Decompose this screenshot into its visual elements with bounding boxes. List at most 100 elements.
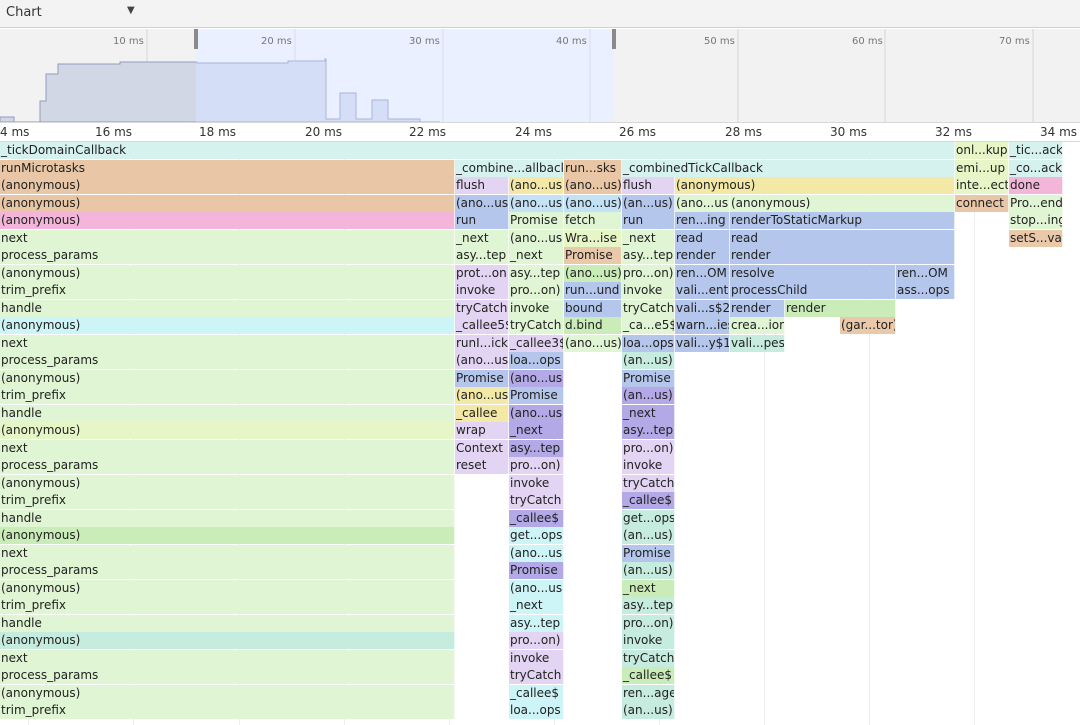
flame-bar[interactable]: pro...on): [509, 282, 564, 299]
flame-bar[interactable]: (an...us): [622, 527, 675, 544]
flame-bar[interactable]: resolve: [730, 264, 896, 282]
flame-bar[interactable]: (ano...us): [509, 544, 564, 562]
flame-bar[interactable]: process_params: [0, 352, 455, 369]
flame-bar[interactable]: asy...tep: [509, 264, 564, 282]
flame-bar[interactable]: (ano...us): [564, 177, 622, 194]
flame-bar[interactable]: loa...ops: [509, 702, 564, 719]
flame-bar[interactable]: (anonymous): [0, 579, 455, 597]
flame-bar[interactable]: _callee: [455, 404, 509, 422]
flame-bar[interactable]: pro...on): [622, 614, 675, 632]
flame-bar[interactable]: tryCatch: [509, 492, 564, 509]
flame-bar[interactable]: (an...us): [622, 387, 675, 404]
flame-bar[interactable]: _co...ack: [1009, 159, 1063, 177]
flame-bar[interactable]: setS...val: [1009, 229, 1063, 247]
flame-bar[interactable]: Promise: [564, 247, 622, 264]
flame-bar[interactable]: _ca...e5$: [622, 317, 675, 334]
flame-bar[interactable]: d.bind: [564, 317, 622, 334]
flame-bar[interactable]: Promise: [455, 369, 509, 387]
flame-bar[interactable]: Wra...ise: [564, 229, 622, 247]
flame-bar[interactable]: Promise: [622, 369, 675, 387]
flame-bar[interactable]: (anonymous): [675, 177, 955, 194]
flame-bar[interactable]: loa...ops: [622, 334, 675, 352]
flame-bar[interactable]: (ano...us): [564, 194, 622, 212]
flame-bar[interactable]: _combinedTickCallback: [622, 159, 955, 177]
flame-bar[interactable]: (ano...us): [455, 194, 509, 212]
flame-bar[interactable]: asy...tep: [622, 247, 675, 264]
flame-bar[interactable]: Context: [455, 439, 509, 457]
flame-bar[interactable]: ren...OM: [896, 264, 955, 282]
flame-bar[interactable]: asy...tep: [622, 597, 675, 614]
flame-bar[interactable]: _callee$: [509, 684, 564, 702]
flame-bar[interactable]: (anonymous): [0, 684, 455, 702]
flame-bar[interactable]: _next: [622, 229, 675, 247]
flame-bar[interactable]: process_params: [0, 562, 455, 579]
flame-bar[interactable]: (ano...us): [509, 177, 564, 194]
flame-bar[interactable]: bound: [564, 299, 622, 317]
flame-bar[interactable]: _callee$: [509, 509, 564, 527]
flame-chart[interactable]: _tickDomainCallback onl...kup _tic...ack ru…: [0, 142, 1080, 725]
flame-bar[interactable]: process_params: [0, 247, 455, 264]
flame-bar[interactable]: (anonymous): [0, 527, 455, 544]
flame-bar[interactable]: vali...ent: [675, 282, 730, 299]
flame-bar[interactable]: emi...up: [955, 159, 1009, 177]
flame-bar[interactable]: read: [730, 229, 955, 247]
flame-bar[interactable]: pro...on): [509, 457, 564, 474]
flame-bar[interactable]: (ano...us): [509, 579, 564, 597]
flame-bar[interactable]: processChild: [730, 282, 896, 299]
flame-bar[interactable]: wrap: [455, 422, 509, 439]
flame-bar[interactable]: vali...s$2: [675, 299, 730, 317]
flame-bar[interactable]: _callee5$: [455, 317, 509, 334]
flame-bar[interactable]: tryCatch: [622, 299, 675, 317]
flame-bar[interactable]: connect: [955, 194, 1009, 212]
flame-bar[interactable]: _callee$: [622, 492, 675, 509]
flame-bar[interactable]: (anonymous): [0, 194, 455, 212]
flame-bar[interactable]: (ano...us): [564, 334, 622, 352]
flame-bar[interactable]: pro...on): [509, 632, 564, 649]
flame-bar[interactable]: (anonymous): [0, 422, 455, 439]
flame-bar[interactable]: (ano...us): [455, 387, 509, 404]
flame-bar[interactable]: _combine...allback: [455, 159, 564, 177]
flame-bar[interactable]: trim_prefix: [0, 492, 455, 509]
flame-bar[interactable]: Promise: [622, 544, 675, 562]
flame-bar[interactable]: tryCatch: [455, 299, 509, 317]
flame-bar[interactable]: next: [0, 649, 455, 667]
flame-bar[interactable]: stop...ing: [1009, 212, 1063, 229]
flame-bar[interactable]: (anonymous): [730, 194, 955, 212]
flame-bar[interactable]: trim_prefix: [0, 387, 455, 404]
flame-bar[interactable]: (ano...us): [455, 352, 509, 369]
flame-bar[interactable]: Pro...end: [1009, 194, 1063, 212]
flame-bar[interactable]: render: [675, 247, 730, 264]
selection-right-handle[interactable]: [612, 29, 616, 49]
timeline-overview[interactable]: 10 ms 20 ms 30 ms 40 ms 50 ms 60 ms 70 m…: [0, 29, 1080, 122]
flame-bar[interactable]: onl...kup: [955, 142, 1009, 159]
flame-bar[interactable]: tryCatch: [622, 474, 675, 492]
flame-bar[interactable]: _next: [509, 597, 564, 614]
flame-bar[interactable]: _next: [509, 422, 564, 439]
flame-bar[interactable]: trim_prefix: [0, 702, 455, 719]
flame-bar[interactable]: tryCatch: [509, 317, 564, 334]
flame-bar[interactable]: invoke: [622, 457, 675, 474]
flame-bar[interactable]: (ano...us): [675, 194, 730, 212]
flame-bar[interactable]: renderToStaticMarkup: [730, 212, 955, 229]
flame-bar[interactable]: handle: [0, 614, 455, 632]
flame-bar[interactable]: run...und: [564, 282, 622, 299]
flame-bar[interactable]: (anonymous): [0, 212, 455, 229]
flame-bar[interactable]: _callee3$: [509, 334, 564, 352]
flame-bar[interactable]: (an...us): [622, 562, 675, 579]
flame-bar[interactable]: flush: [455, 177, 509, 194]
flame-bar[interactable]: next: [0, 544, 455, 562]
flame-bar[interactable]: ren...age: [622, 684, 675, 702]
flame-bar[interactable]: run: [455, 212, 509, 229]
flame-bar[interactable]: vali...pes: [730, 334, 785, 352]
flame-bar[interactable]: done: [1009, 177, 1063, 194]
flame-bar[interactable]: invoke: [622, 632, 675, 649]
flame-bar[interactable]: render: [785, 299, 896, 317]
flame-bar[interactable]: (anonymous): [0, 632, 455, 649]
flame-bar[interactable]: render: [730, 247, 955, 264]
flame-bar[interactable]: run: [622, 212, 675, 229]
overview-selection[interactable]: [196, 29, 614, 122]
flame-bar[interactable]: (anonymous): [0, 264, 455, 282]
flame-bar[interactable]: invoke: [509, 474, 564, 492]
flame-bar[interactable]: asy...tep: [622, 422, 675, 439]
flame-bar[interactable]: invoke: [455, 282, 509, 299]
